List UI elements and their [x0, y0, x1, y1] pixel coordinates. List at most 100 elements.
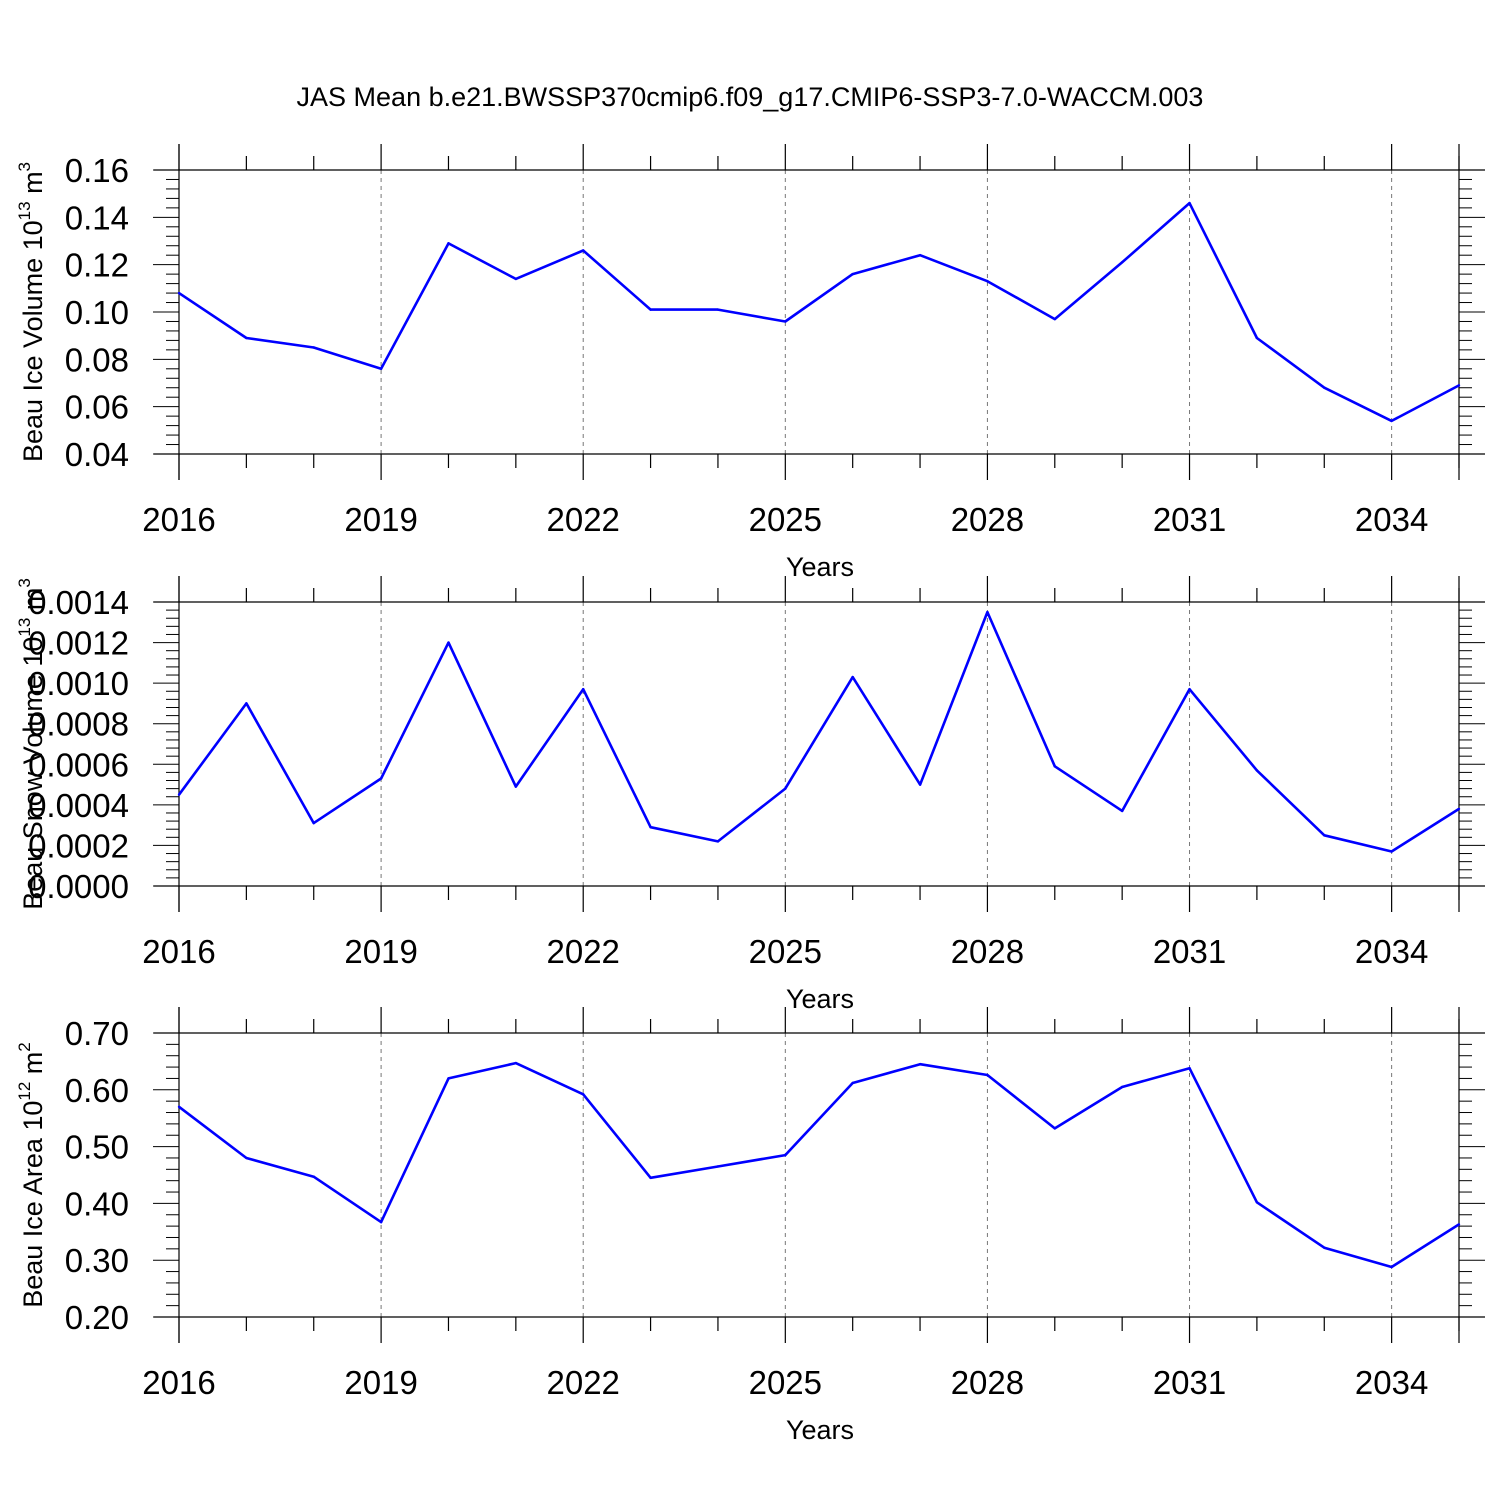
y-tick-label: 0.50 — [65, 1129, 129, 1166]
y-tick-label: 0.0014 — [28, 584, 129, 621]
x-tick-label: 2022 — [546, 1364, 619, 1401]
y-axis-label-unit_exp: 2 — [15, 1042, 34, 1051]
series-line — [178, 201, 1460, 423]
y-axis-label-exp: 13 — [15, 201, 34, 220]
data-point — [582, 1093, 585, 1096]
data-point — [1188, 201, 1191, 205]
data-point — [1188, 688, 1191, 691]
data-point — [379, 367, 383, 370]
series-line — [178, 1061, 1460, 1269]
data-point — [1053, 765, 1056, 768]
x-tick-label: 2031 — [1153, 501, 1226, 538]
data-point — [1120, 1085, 1124, 1089]
chart-panel-3: 0.20 0.30 0.40 0.50 0.60 0.70 2016 2019 2022 2025… — [15, 1007, 1485, 1445]
y-tick-label: 0.0000 — [28, 868, 129, 905]
data-point — [649, 308, 652, 311]
data-point — [851, 675, 854, 679]
data-point — [716, 1165, 720, 1168]
y-axis-label-unit: m — [18, 1052, 48, 1082]
x-tick-label: 2028 — [951, 1364, 1024, 1401]
chart-panels: 0.04 0.06 0.08 0.10 0.12 0.14 0.16 2016 2019 2022… — [15, 144, 1485, 1445]
y-axis-label-unit: m — [18, 588, 48, 618]
y-axis-label: Beau Ice Volume 1013 m3 — [15, 162, 48, 462]
data-point — [1323, 386, 1326, 389]
y-tick-label: 0.70 — [65, 1015, 129, 1052]
y-axis-label-exp: 12 — [15, 1082, 34, 1101]
y-tick-label: 0.14 — [65, 199, 129, 236]
data-point — [1390, 850, 1393, 853]
y-axis-label-unit_exp: 3 — [15, 162, 34, 171]
y-axis-label: Beau Snow Volume 1013 m3 — [15, 578, 48, 910]
y-tick-label: 0.0002 — [28, 827, 129, 864]
x-tick-label: 2016 — [142, 1364, 215, 1401]
y-tick-label: 0.08 — [65, 341, 129, 378]
data-point — [918, 254, 922, 257]
x-tick-label: 2025 — [749, 933, 822, 970]
y-axis-label-exp: 13 — [15, 618, 34, 637]
y-axis-label-main: Beau Ice Volume 10 — [18, 220, 48, 462]
data-point — [1323, 834, 1326, 837]
y-tick-label: 0.04 — [65, 436, 129, 473]
x-tick-label: 2034 — [1355, 1364, 1428, 1401]
data-point — [1390, 1265, 1393, 1269]
data-point — [918, 783, 922, 786]
data-point — [986, 1073, 989, 1077]
x-tick-label: 2031 — [1153, 1364, 1226, 1401]
series-line — [177, 610, 1460, 853]
x-tick-label: 2019 — [344, 501, 417, 538]
y-tick-label: 0.16 — [65, 152, 129, 189]
y-tick-label: 0.0008 — [28, 706, 129, 743]
data-point — [649, 1176, 652, 1180]
data-point — [986, 280, 989, 283]
data-point — [1323, 1246, 1326, 1249]
data-point — [177, 291, 181, 295]
data-point — [447, 641, 450, 644]
y-axis-label-unit: m — [18, 171, 48, 201]
x-axis-label: Years — [786, 1415, 854, 1445]
x-tick-label: 2016 — [142, 501, 215, 538]
data-point — [649, 825, 652, 829]
data-point — [784, 787, 787, 790]
x-tick-label: 2031 — [1153, 933, 1226, 970]
data-point — [379, 1220, 383, 1224]
x-tick-label: 2028 — [951, 933, 1024, 970]
y-tick-label: 0.12 — [65, 247, 129, 284]
data-point — [986, 610, 989, 614]
data-point — [514, 785, 518, 788]
data-point — [514, 277, 518, 281]
data-point — [447, 1077, 450, 1080]
data-point — [1255, 1201, 1259, 1204]
data-point — [1390, 419, 1393, 423]
data-point — [1457, 384, 1461, 387]
data-point — [784, 1153, 787, 1157]
y-axis-label-main: Beau Ice Area 10 — [18, 1101, 48, 1308]
data-point — [1188, 1067, 1191, 1070]
data-point — [177, 1105, 181, 1109]
data-point — [514, 1061, 518, 1065]
y-axis-label-unit_exp: 3 — [15, 578, 34, 587]
y-tick-label: 0.30 — [65, 1242, 129, 1279]
data-point — [1255, 769, 1259, 772]
y-tick-label: 0.10 — [65, 294, 129, 331]
y-tick-label: 0.06 — [65, 389, 129, 426]
data-point — [851, 272, 854, 276]
chart-panel-1: 0.04 0.06 0.08 0.10 0.12 0.14 0.16 2016 2019 2022… — [15, 144, 1485, 582]
data-point — [716, 840, 720, 843]
x-tick-label: 2022 — [546, 501, 619, 538]
y-tick-label: 0.0010 — [28, 665, 129, 702]
data-point — [582, 688, 585, 691]
data-point — [1120, 261, 1124, 264]
data-point — [851, 1081, 854, 1085]
x-tick-label: 2019 — [344, 1364, 417, 1401]
y-tick-label: 0.0006 — [28, 746, 129, 783]
data-point — [716, 308, 720, 311]
x-tick-label: 2019 — [344, 933, 417, 970]
x-tick-label: 2022 — [546, 933, 619, 970]
y-tick-label: 0.60 — [65, 1072, 129, 1109]
data-point — [582, 249, 585, 252]
x-tick-label: 2034 — [1355, 933, 1428, 970]
chart-title: JAS Mean b.e21.BWSSP370cmip6.f09_g17.CMI… — [297, 82, 1204, 112]
data-point — [1053, 317, 1056, 321]
chart-panel-2: 0.00000.00020.00040.00060.00080.00100.00… — [15, 576, 1485, 1014]
